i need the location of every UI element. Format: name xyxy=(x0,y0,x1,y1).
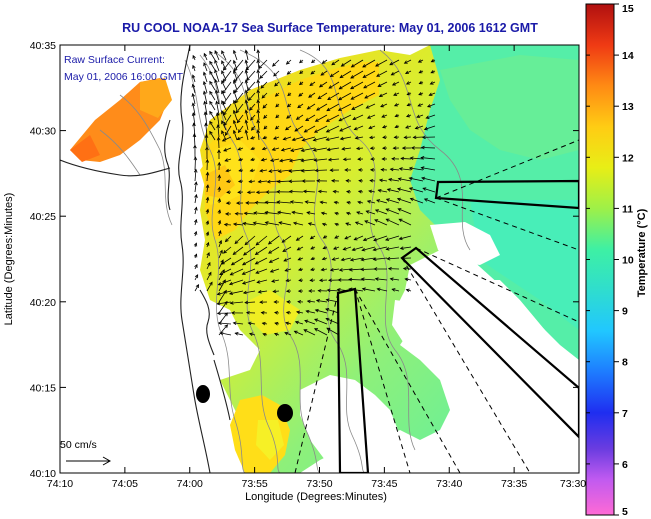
station-marker xyxy=(196,385,210,403)
current-overlay-line1: Raw Surface Current: xyxy=(64,54,165,66)
y-axis-label: Latitude (Degrees:Minutes) xyxy=(3,193,15,326)
x-tick-label: 74:00 xyxy=(177,478,203,490)
y-tick-label: 40:20 xyxy=(30,297,56,309)
x-tick-label: 73:35 xyxy=(501,478,527,490)
cloud-gap-3 xyxy=(430,222,500,265)
colorbar-tick-label: 9 xyxy=(622,306,628,318)
colorbar-tick-label: 14 xyxy=(622,50,634,62)
colorbar-tick-label: 15 xyxy=(622,3,634,15)
scale-label: 50 cm/s xyxy=(60,439,97,451)
bathymetry-contours xyxy=(99,49,471,473)
y-tick-label: 40:10 xyxy=(30,468,56,480)
x-tick-label: 74:10 xyxy=(47,478,73,490)
colorbar-ticks: 15 14 13 12 11 10 9 8 7 6 5 xyxy=(586,3,634,518)
colorbar-tick-label: 13 xyxy=(622,101,634,113)
colorbar-label: Temperature (°C) xyxy=(636,208,648,297)
colorbar-gradient xyxy=(585,3,615,516)
x-tick-label: 74:05 xyxy=(112,478,138,490)
colorbar-tick-label: 7 xyxy=(622,408,628,420)
colorbar-tick-label: 6 xyxy=(622,459,628,471)
x-tick-label: 73:50 xyxy=(306,478,332,490)
y-axis-ticks: 40:35 40:30 40:25 40:20 40:15 40:10 xyxy=(30,40,579,480)
current-overlay-line2: May 01, 2006 16:00 GMT xyxy=(64,71,184,83)
station-marker xyxy=(277,404,293,422)
y-tick-label: 40:15 xyxy=(30,382,56,394)
x-tick-label: 73:45 xyxy=(371,478,397,490)
colorbar-tick-label: 5 xyxy=(622,506,628,518)
scale-arrow xyxy=(66,456,112,466)
x-tick-label: 73:55 xyxy=(241,478,267,490)
transect-lines xyxy=(294,139,579,473)
colorbar-tick-label: 8 xyxy=(622,357,628,369)
map-panel xyxy=(60,45,579,473)
x-tick-label: 73:40 xyxy=(436,478,462,490)
coastline xyxy=(60,45,231,473)
colorbar: 15 14 13 12 11 10 9 8 7 6 5 Temperature (°C) xyxy=(585,3,648,518)
colorbar-tick-label: 11 xyxy=(622,203,633,215)
x-tick-label: 73:30 xyxy=(560,478,586,490)
y-tick-label: 40:35 xyxy=(30,40,56,52)
colorbar-tick-label: 12 xyxy=(622,152,634,164)
cloud-gap-2 xyxy=(300,375,400,470)
y-tick-label: 40:25 xyxy=(30,211,56,223)
x-axis-ticks: 74:10 74:05 74:00 73:55 73:50 73:45 73:40 73:35… xyxy=(47,45,586,490)
y-tick-label: 40:30 xyxy=(30,126,56,138)
colorbar-tick-label: 10 xyxy=(622,255,634,267)
x-axis-label: Longitude (Degrees:Minutes) xyxy=(245,491,387,503)
surface-current-vectors xyxy=(191,49,436,337)
figure-title: RU COOL NOAA-17 Sea Surface Temperature:… xyxy=(122,21,538,35)
